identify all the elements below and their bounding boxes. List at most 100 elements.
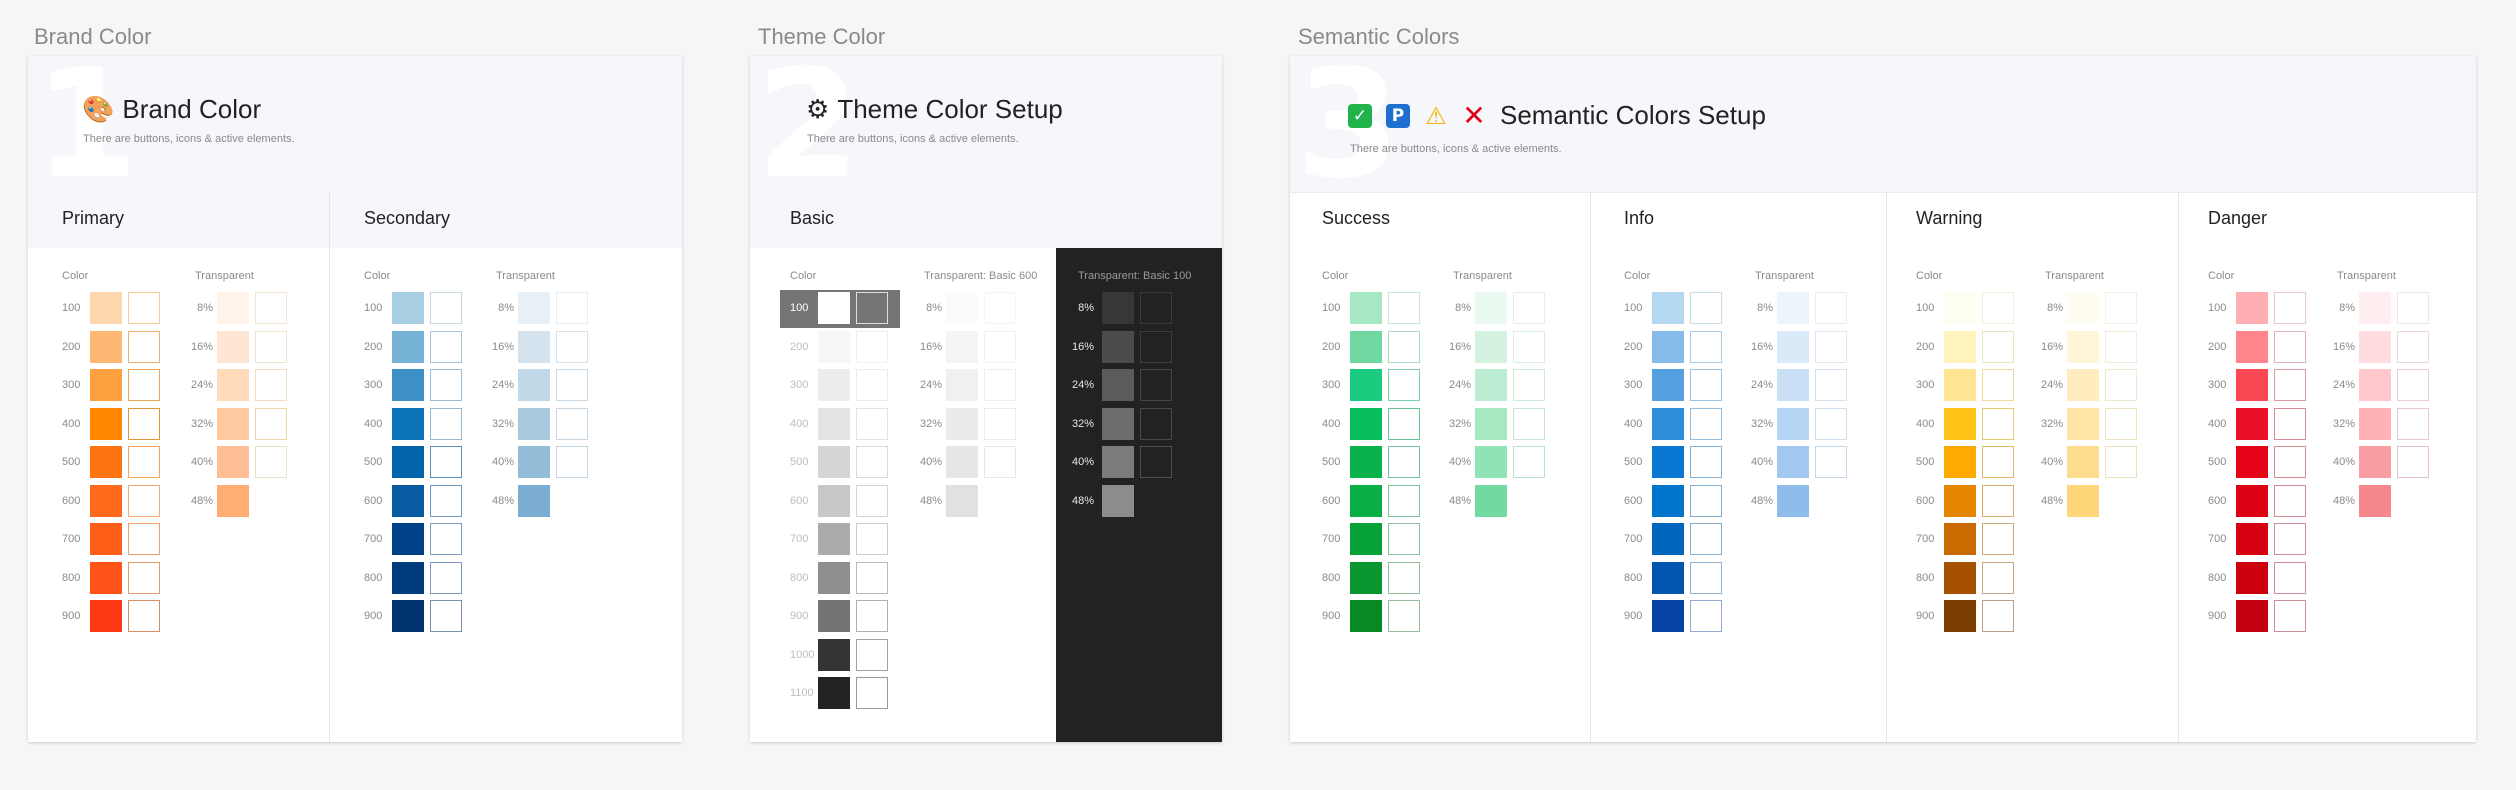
transparent-swatch-48%[interactable]	[946, 484, 978, 517]
color-swatch-400[interactable]	[1350, 407, 1382, 440]
color-swatch-600[interactable]	[90, 484, 122, 517]
color-swatch-300[interactable]	[2236, 369, 2268, 401]
transparent-swatch-48%[interactable]	[518, 484, 550, 517]
transparent-swatch-40%[interactable]	[2359, 446, 2391, 478]
outline-swatch-600[interactable]	[1388, 484, 1420, 517]
color-swatch-1100[interactable]	[818, 677, 850, 709]
outline-swatch-900[interactable]	[430, 600, 462, 632]
outline-swatch-100[interactable]	[128, 292, 160, 324]
dark-transparent-outline-40%[interactable]	[1140, 446, 1172, 478]
color-swatch-900[interactable]	[2236, 600, 2268, 632]
transparent-swatch-32%[interactable]	[1475, 407, 1507, 440]
transparent-outline-32%[interactable]	[255, 407, 287, 440]
outline-swatch-300[interactable]	[1982, 369, 2014, 401]
color-swatch-400[interactable]	[2236, 407, 2268, 440]
transparent-outline-8%[interactable]	[1513, 292, 1545, 324]
transparent-outline-24%[interactable]	[556, 369, 588, 401]
transparent-outline-40%[interactable]	[984, 446, 1016, 478]
outline-swatch-900[interactable]	[1690, 600, 1722, 632]
transparent-swatch-24%[interactable]	[2067, 369, 2099, 401]
color-swatch-900[interactable]	[818, 600, 850, 632]
transparent-swatch-8%[interactable]	[946, 292, 978, 324]
transparent-outline-8%[interactable]	[1815, 292, 1847, 324]
dark-transparent-swatch-16%[interactable]	[1102, 330, 1134, 363]
color-swatch-100[interactable]	[1652, 292, 1684, 324]
transparent-swatch-8%[interactable]	[1777, 292, 1809, 324]
transparent-outline-8%[interactable]	[255, 292, 287, 324]
transparent-outline-32%[interactable]	[2397, 407, 2429, 440]
color-swatch-100[interactable]	[392, 292, 424, 324]
transparent-swatch-24%[interactable]	[946, 369, 978, 401]
color-swatch-400[interactable]	[1652, 407, 1684, 440]
color-swatch-200[interactable]	[2236, 330, 2268, 363]
color-swatch-1000[interactable]	[818, 638, 850, 671]
transparent-swatch-8%[interactable]	[518, 292, 550, 324]
transparent-outline-40%[interactable]	[2397, 446, 2429, 478]
color-swatch-300[interactable]	[1652, 369, 1684, 401]
dark-transparent-outline-24%[interactable]	[1140, 369, 1172, 401]
transparent-outline-8%[interactable]	[2397, 292, 2429, 324]
outline-swatch-1100[interactable]	[856, 677, 888, 709]
outline-swatch-100[interactable]	[1690, 292, 1722, 324]
color-swatch-100[interactable]	[90, 292, 122, 324]
transparent-swatch-40%[interactable]	[217, 446, 249, 478]
outline-swatch-800[interactable]	[2274, 561, 2306, 594]
color-swatch-600[interactable]	[1652, 484, 1684, 517]
color-swatch-500[interactable]	[90, 446, 122, 478]
outline-swatch-600[interactable]	[856, 484, 888, 517]
transparent-swatch-48%[interactable]	[1777, 484, 1809, 517]
color-swatch-900[interactable]	[392, 600, 424, 632]
transparent-outline-16%[interactable]	[255, 330, 287, 363]
outline-swatch-500[interactable]	[430, 446, 462, 478]
transparent-swatch-48%[interactable]	[2067, 484, 2099, 517]
transparent-outline-16%[interactable]	[2105, 330, 2137, 363]
outline-swatch-900[interactable]	[128, 600, 160, 632]
outline-swatch-300[interactable]	[856, 369, 888, 401]
outline-swatch-400[interactable]	[1690, 407, 1722, 440]
outline-swatch-700[interactable]	[430, 523, 462, 555]
transparent-outline-16%[interactable]	[984, 330, 1016, 363]
color-swatch-500[interactable]	[392, 446, 424, 478]
color-swatch-700[interactable]	[2236, 523, 2268, 555]
outline-swatch-700[interactable]	[128, 523, 160, 555]
outline-swatch-200[interactable]	[1690, 330, 1722, 363]
color-swatch-200[interactable]	[1350, 330, 1382, 363]
outline-swatch-300[interactable]	[2274, 369, 2306, 401]
color-swatch-200[interactable]	[818, 330, 850, 363]
outline-swatch-500[interactable]	[1690, 446, 1722, 478]
transparent-outline-24%[interactable]	[1815, 369, 1847, 401]
color-swatch-300[interactable]	[392, 369, 424, 401]
color-swatch-900[interactable]	[1350, 600, 1382, 632]
transparent-swatch-32%[interactable]	[2067, 407, 2099, 440]
dark-transparent-swatch-8%[interactable]	[1102, 292, 1134, 324]
color-swatch-500[interactable]	[1944, 446, 1976, 478]
transparent-swatch-40%[interactable]	[1475, 446, 1507, 478]
transparent-swatch-16%[interactable]	[2359, 330, 2391, 363]
transparent-outline-32%[interactable]	[1513, 407, 1545, 440]
transparent-swatch-8%[interactable]	[2359, 292, 2391, 324]
color-swatch-600[interactable]	[1350, 484, 1382, 517]
outline-swatch-500[interactable]	[128, 446, 160, 478]
outline-swatch-200[interactable]	[128, 330, 160, 363]
dark-transparent-swatch-40%[interactable]	[1102, 446, 1134, 478]
color-swatch-200[interactable]	[1944, 330, 1976, 363]
transparent-swatch-16%[interactable]	[518, 330, 550, 363]
color-swatch-700[interactable]	[1350, 523, 1382, 555]
transparent-swatch-16%[interactable]	[1475, 330, 1507, 363]
color-swatch-900[interactable]	[90, 600, 122, 632]
outline-swatch-800[interactable]	[856, 561, 888, 594]
color-swatch-300[interactable]	[90, 369, 122, 401]
color-swatch-700[interactable]	[1944, 523, 1976, 555]
outline-swatch-300[interactable]	[1690, 369, 1722, 401]
transparent-swatch-32%[interactable]	[1777, 407, 1809, 440]
outline-swatch-400[interactable]	[430, 407, 462, 440]
outline-swatch-100[interactable]	[430, 292, 462, 324]
transparent-swatch-24%[interactable]	[1777, 369, 1809, 401]
transparent-swatch-16%[interactable]	[217, 330, 249, 363]
color-swatch-800[interactable]	[2236, 561, 2268, 594]
outline-swatch-600[interactable]	[128, 484, 160, 517]
transparent-swatch-8%[interactable]	[1475, 292, 1507, 324]
transparent-swatch-24%[interactable]	[2359, 369, 2391, 401]
color-swatch-300[interactable]	[1944, 369, 1976, 401]
outline-swatch-600[interactable]	[1982, 484, 2014, 517]
